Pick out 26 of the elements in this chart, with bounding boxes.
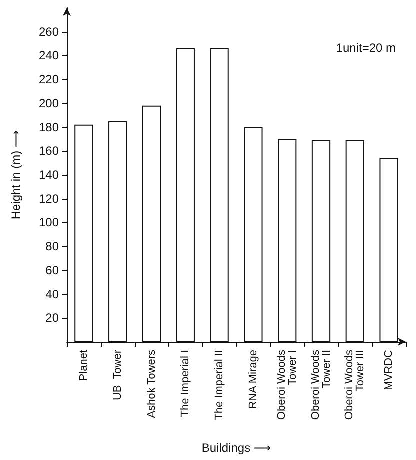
y-tick-label: 100 [38,216,60,230]
x-tick-label: MVRDC [383,350,396,390]
x-tick-label: RNA Mirage [247,350,260,410]
y-tick-label: 20 [46,311,60,326]
y-tick-label: 180 [38,120,60,134]
x-tick-label: The Imperial I [180,350,192,418]
y-tick-label: 260 [38,24,60,39]
annotation: 1unit=20 m [336,41,396,55]
y-tick-label: 80 [46,240,60,254]
y-axis-title: Height in (m) ⟶ [9,130,23,220]
y-tick-label: 120 [38,192,60,206]
y-tick-label: 60 [46,263,60,278]
x-axis-title: Buildings ⟶ [202,441,272,455]
x-tick-label: Oberoi Woods Tower II [310,350,333,420]
y-tick-label: 200 [38,96,60,110]
y-tick-label: 40 [46,287,60,302]
y-tick-label: 220 [38,72,60,87]
y-tick-label: 140 [38,168,60,182]
y-tick-label: 240 [38,48,60,63]
x-tick-label: Oberoi Woods Tower III [344,350,367,420]
x-tick-label: UB Tower [112,350,124,401]
y-tick-label: 160 [38,144,60,158]
x-tick-label: Ashok Towers [146,350,158,418]
x-tick-label: Planet [78,350,90,382]
x-tick-label: The Imperial II [214,350,226,420]
x-tick-label: Oberoi Woods Tower I [276,350,299,420]
